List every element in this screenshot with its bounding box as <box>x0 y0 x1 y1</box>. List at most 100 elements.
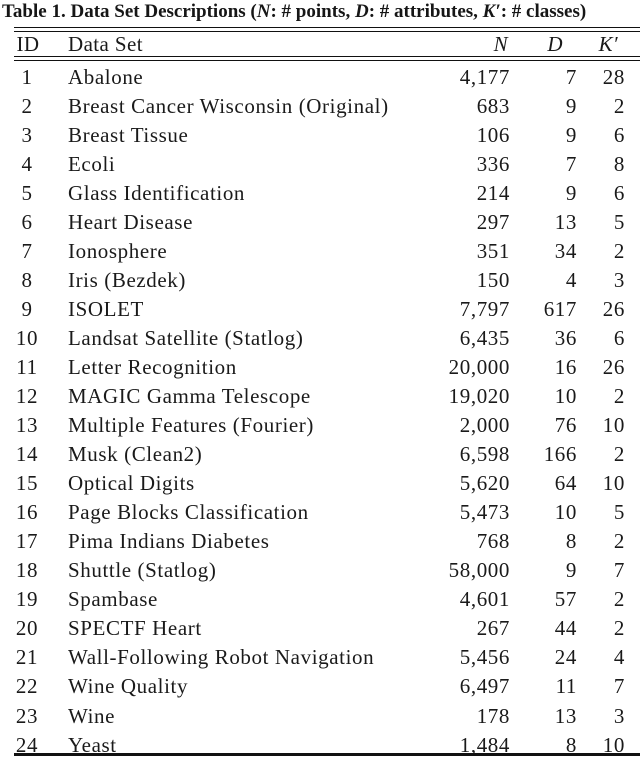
cell-id: 7 <box>21 238 33 263</box>
cell-id: 16 <box>15 500 39 525</box>
cell-dataset-name: Iris (Bezdek) <box>68 267 186 292</box>
cell-k-classes: 3 <box>613 267 625 292</box>
cell-k-classes: 4 <box>613 645 625 670</box>
cell-n-points: 683 <box>476 93 510 118</box>
cell-id: 2 <box>21 93 33 118</box>
cell-n-points: 106 <box>476 122 510 147</box>
table-row: 13 Multiple Features (Fourier) 2,000 76 … <box>0 411 640 440</box>
caption-label: Table 1. <box>2 1 66 22</box>
cell-id: 21 <box>15 645 39 670</box>
cell-dataset-name: Wine <box>68 703 116 728</box>
cell-k-classes: 6 <box>613 122 625 147</box>
table-row: 3 Breast Tissue 106 9 6 <box>0 121 640 150</box>
cell-k-classes: 2 <box>613 587 625 612</box>
caption-var-k: K′ <box>482 1 501 22</box>
cell-id: 11 <box>16 354 38 379</box>
header-id: ID <box>16 32 40 56</box>
cell-dataset-name: Heart Disease <box>68 209 193 234</box>
table-row: 20 SPECTF Heart 267 44 2 <box>0 614 640 643</box>
cell-id: 15 <box>15 471 39 496</box>
cell-d-attributes: 7 <box>565 64 577 89</box>
table-row: 18 Shuttle (Statlog) 58,000 9 7 <box>0 556 640 585</box>
cell-id: 6 <box>21 209 33 234</box>
cell-dataset-name: Abalone <box>68 64 144 89</box>
cell-n-points: 4,177 <box>459 64 510 89</box>
cell-n-points: 5,620 <box>459 471 510 496</box>
cell-d-attributes: 4 <box>565 267 577 292</box>
cell-d-attributes: 7 <box>565 151 577 176</box>
cell-d-attributes: 13 <box>554 209 577 234</box>
cell-d-attributes: 13 <box>554 703 577 728</box>
cell-k-classes: 5 <box>613 209 625 234</box>
cell-k-classes: 7 <box>613 558 625 583</box>
table-row: 15 Optical Digits 5,620 64 10 <box>0 469 640 498</box>
cell-k-classes: 2 <box>613 238 625 263</box>
cell-d-attributes: 9 <box>565 558 577 583</box>
table-bottom-rule <box>14 753 640 756</box>
cell-dataset-name: Spambase <box>68 587 158 612</box>
cell-k-classes: 5 <box>613 500 625 525</box>
table-row: 4 Ecoli 336 7 8 <box>0 150 640 179</box>
table-row: 9 ISOLET 7,797 617 26 <box>0 295 640 324</box>
cell-dataset-name: Wall-Following Robot Navigation <box>68 645 375 670</box>
table-row: 23 Wine 178 13 3 <box>0 702 640 731</box>
cell-d-attributes: 10 <box>554 500 577 525</box>
cell-n-points: 1,484 <box>459 732 510 757</box>
cell-dataset-name: Multiple Features (Fourier) <box>68 413 314 438</box>
table-row: 24 Yeast 1,484 8 10 <box>0 731 640 759</box>
cell-dataset-name: SPECTF Heart <box>68 616 202 641</box>
header-k-classes: K′ <box>598 32 618 56</box>
cell-k-classes: 2 <box>613 384 625 409</box>
cell-dataset-name: Pima Indians Diabetes <box>68 529 270 554</box>
table-top-rule <box>14 27 640 32</box>
cell-id: 20 <box>15 616 39 641</box>
cell-d-attributes: 8 <box>565 732 577 757</box>
cell-k-classes: 10 <box>602 471 625 496</box>
cell-dataset-name: Yeast <box>68 732 117 757</box>
cell-n-points: 267 <box>476 616 510 641</box>
cell-k-classes: 10 <box>602 413 625 438</box>
cell-d-attributes: 166 <box>543 442 577 467</box>
cell-n-points: 768 <box>476 529 510 554</box>
caption-text: Data Set Descriptions ( <box>65 1 257 22</box>
cell-n-points: 214 <box>476 180 510 205</box>
caption-text: : # points, <box>270 1 355 22</box>
cell-n-points: 6,598 <box>459 442 510 467</box>
cell-k-classes: 28 <box>602 64 625 89</box>
caption-text: : # classes) <box>500 1 587 22</box>
cell-dataset-name: Breast Tissue <box>68 122 189 147</box>
cell-d-attributes: 8 <box>565 529 577 554</box>
cell-n-points: 5,456 <box>459 645 510 670</box>
cell-d-attributes: 9 <box>565 122 577 147</box>
cell-dataset-name: Optical Digits <box>68 471 195 496</box>
table-row: 6 Heart Disease 297 13 5 <box>0 208 640 237</box>
cell-id: 22 <box>15 674 39 699</box>
table-row: 19 Spambase 4,601 57 2 <box>0 585 640 614</box>
table-header-row: ID Data Set N D K′ <box>0 33 640 55</box>
header-dataset: Data Set <box>68 32 143 56</box>
cell-d-attributes: 16 <box>554 354 577 379</box>
cell-id: 5 <box>21 180 33 205</box>
table-row: 22 Wine Quality 6,497 11 7 <box>0 672 640 701</box>
table-row: 21 Wall-Following Robot Navigation 5,456… <box>0 643 640 672</box>
table-row: 12 MAGIC Gamma Telescope 19,020 10 2 <box>0 382 640 411</box>
cell-n-points: 19,020 <box>448 384 510 409</box>
caption-text: : # attributes, <box>368 1 483 22</box>
table-caption: Table 1. Data Set Descriptions (N: # poi… <box>2 1 640 23</box>
cell-n-points: 351 <box>476 238 510 263</box>
table-row: 10 Landsat Satellite (Statlog) 6,435 36 … <box>0 324 640 353</box>
cell-id: 18 <box>15 558 39 583</box>
cell-n-points: 297 <box>476 209 510 234</box>
cell-dataset-name: Musk (Clean2) <box>68 442 203 467</box>
table-row: 7 Ionosphere 351 34 2 <box>0 237 640 266</box>
cell-id: 9 <box>21 296 33 321</box>
cell-id: 4 <box>21 151 33 176</box>
cell-id: 24 <box>15 732 39 757</box>
cell-d-attributes: 9 <box>565 93 577 118</box>
cell-dataset-name: Ecoli <box>68 151 116 176</box>
cell-n-points: 5,473 <box>459 500 510 525</box>
cell-d-attributes: 9 <box>565 180 577 205</box>
cell-dataset-name: Wine Quality <box>68 674 189 699</box>
cell-id: 10 <box>15 325 39 350</box>
